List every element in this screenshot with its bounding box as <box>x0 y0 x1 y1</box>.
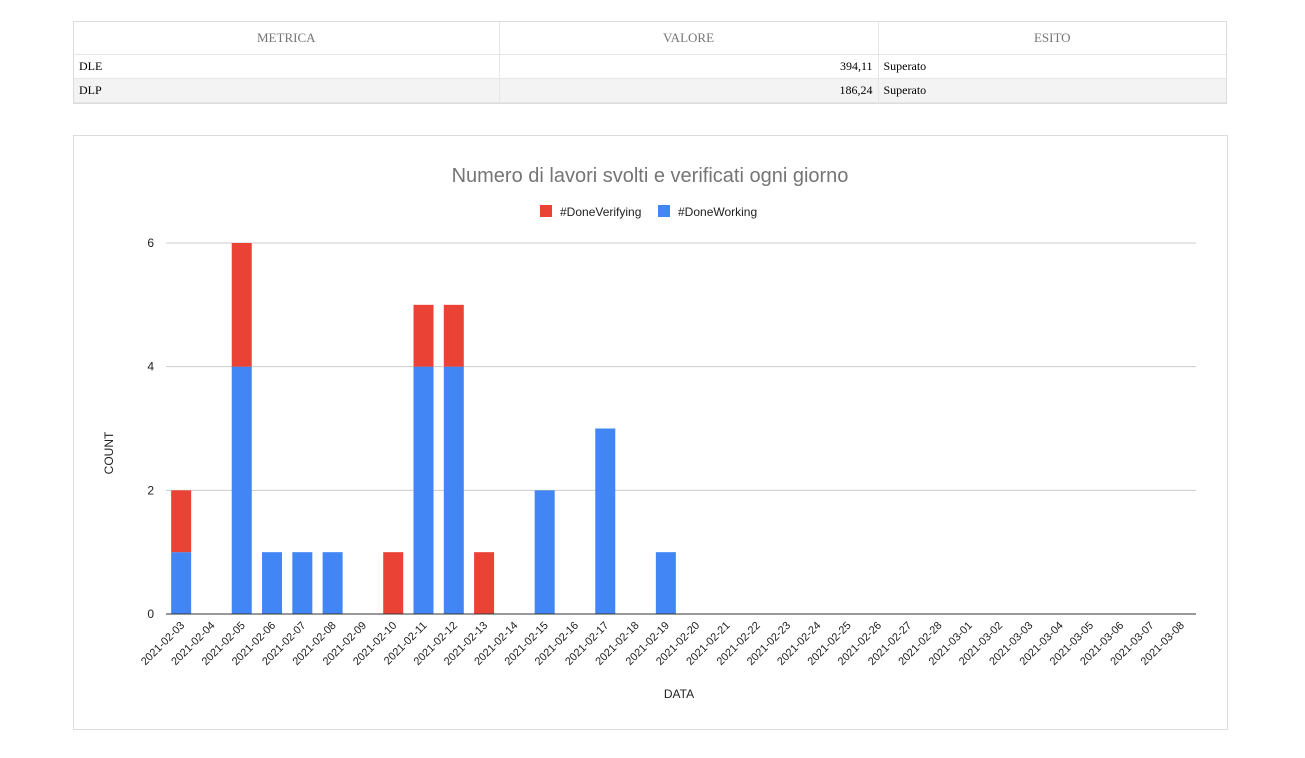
cell-valore: 186,24 <box>499 78 879 103</box>
bar-done-working[interactable] <box>413 366 434 614</box>
legend-label-working: #DoneWorking <box>678 205 757 219</box>
x-axis-ticks: 2021-02-032021-02-042021-02-052021-02-06… <box>139 620 1187 668</box>
table-row: DLP 186,24 Superato <box>74 78 1226 103</box>
stacked-bar-chart: Numero di lavori svolti e verificati ogn… <box>102 165 1196 701</box>
bar-done-verifying[interactable] <box>383 552 404 614</box>
y-tick-label: 2 <box>147 483 154 497</box>
column-header-valore[interactable]: VALORE <box>499 22 879 55</box>
y-tick-label: 0 <box>147 607 154 621</box>
bar-done-verifying[interactable] <box>171 490 192 553</box>
bar-done-working[interactable] <box>231 366 252 614</box>
gridlines <box>166 242 1196 491</box>
bars <box>171 243 676 614</box>
bar-done-working[interactable] <box>322 552 343 614</box>
bar-done-verifying[interactable] <box>413 304 434 367</box>
bar-done-working[interactable] <box>443 366 464 614</box>
metrics-table: METRICA VALORE ESITO DLE 394,11 Superato… <box>73 21 1227 104</box>
table-row: DLE 394,11 Superato <box>74 54 1226 79</box>
bar-done-working[interactable] <box>534 490 555 614</box>
bar-done-working[interactable] <box>262 552 283 614</box>
cell-esito: Superato <box>878 78 1226 103</box>
x-axis-label: DATA <box>664 687 694 701</box>
legend: #DoneVerifying #DoneWorking <box>540 205 757 219</box>
bar-done-working[interactable] <box>171 552 192 614</box>
chart-title: Numero di lavori svolti e verificati ogn… <box>452 165 849 187</box>
legend-swatch-verifying <box>540 205 552 217</box>
cell-esito: Superato <box>878 54 1226 79</box>
y-axis-ticks: 0 2 4 6 <box>147 236 154 621</box>
bar-done-working[interactable] <box>655 552 676 614</box>
bar-done-working[interactable] <box>292 552 313 614</box>
table-header-row: METRICA VALORE ESITO <box>74 22 1226 55</box>
y-tick-label: 6 <box>147 236 154 250</box>
cell-valore: 394,11 <box>499 54 879 79</box>
cell-metrica: DLE <box>74 54 500 79</box>
bar-done-verifying[interactable] <box>474 552 495 614</box>
column-header-metrica[interactable]: METRICA <box>74 22 500 55</box>
bar-done-verifying[interactable] <box>443 304 464 367</box>
column-header-esito[interactable]: ESITO <box>878 22 1226 55</box>
y-tick-label: 4 <box>147 360 154 374</box>
bar-done-verifying[interactable] <box>231 243 252 367</box>
cell-metrica: DLP <box>74 78 500 103</box>
chart-container: Numero di lavori svolti e verificati ogn… <box>73 135 1228 730</box>
legend-swatch-working <box>658 205 670 217</box>
legend-label-verifying: #DoneVerifying <box>560 205 641 219</box>
y-axis-label: COUNT <box>102 431 116 474</box>
bar-done-working[interactable] <box>595 428 616 615</box>
